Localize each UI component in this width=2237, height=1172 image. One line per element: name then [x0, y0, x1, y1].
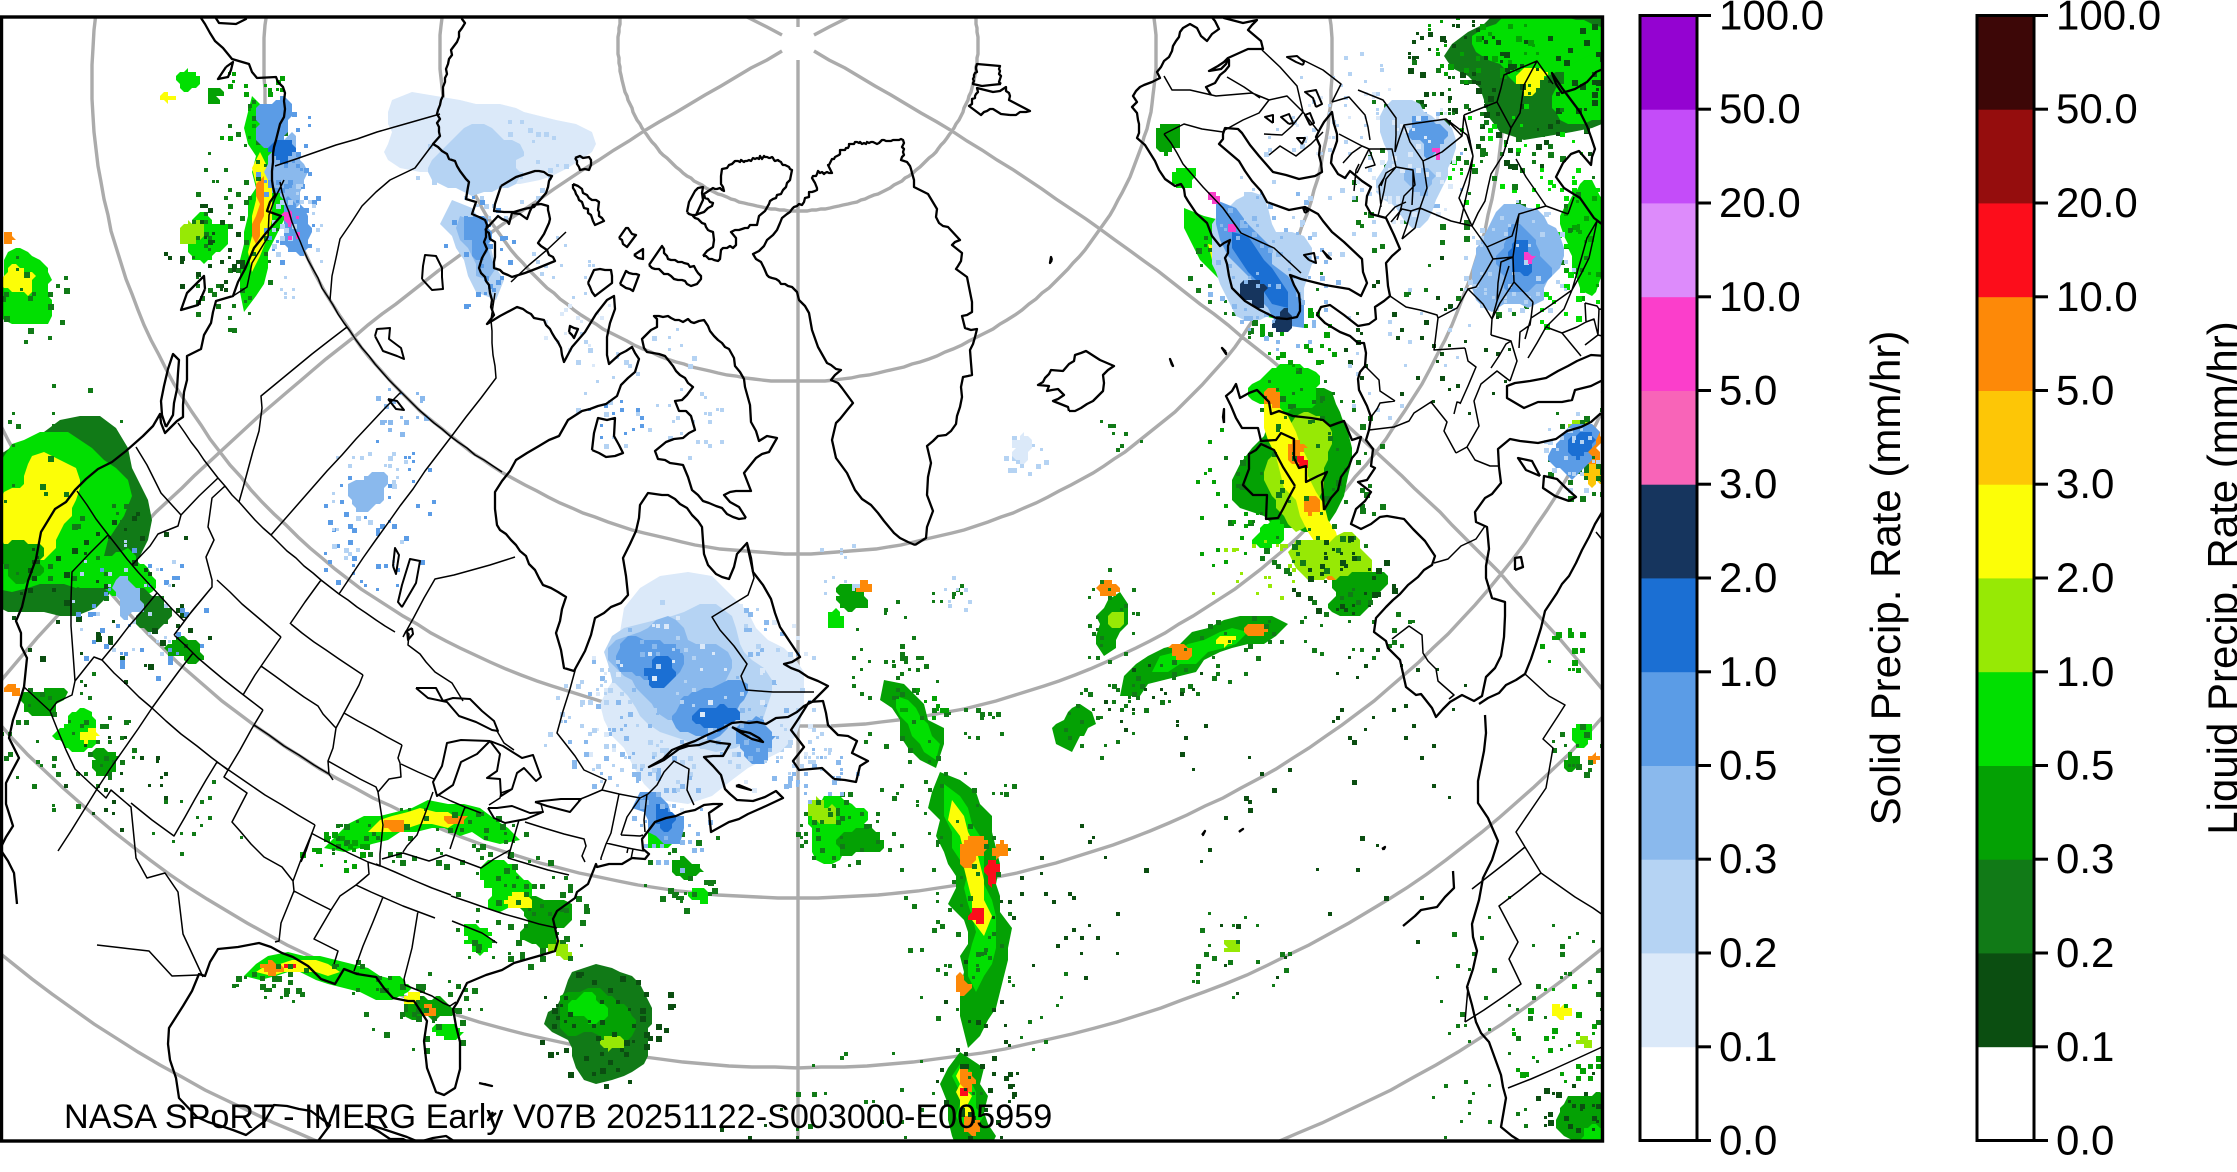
svg-text:50.0: 50.0 — [1719, 85, 1801, 132]
svg-text:0.3: 0.3 — [1719, 835, 1777, 882]
svg-text:0.0: 0.0 — [2056, 1117, 2114, 1164]
svg-text:5.0: 5.0 — [1719, 367, 1777, 414]
svg-text:0.2: 0.2 — [2056, 929, 2114, 976]
svg-text:NASA SPoRT - IMERG Early V07B: NASA SPoRT - IMERG Early V07B 20251122-S… — [64, 1098, 1052, 1136]
svg-text:0.0: 0.0 — [1719, 1117, 1777, 1164]
svg-text:0.1: 0.1 — [2056, 1023, 2114, 1070]
svg-text:5.0: 5.0 — [2056, 367, 2114, 414]
svg-text:0.2: 0.2 — [1719, 929, 1777, 976]
svg-text:Liquid Precip. Rate (mm/hr): Liquid Precip. Rate (mm/hr) — [2199, 321, 2237, 835]
svg-text:1.0: 1.0 — [1719, 648, 1777, 695]
svg-text:0.5: 0.5 — [1719, 742, 1777, 789]
svg-text:3.0: 3.0 — [2056, 460, 2114, 507]
svg-text:0.1: 0.1 — [1719, 1023, 1777, 1070]
svg-text:20.0: 20.0 — [2056, 179, 2138, 226]
svg-text:10.0: 10.0 — [1719, 273, 1801, 320]
svg-text:100.0: 100.0 — [2056, 0, 2161, 39]
svg-text:3.0: 3.0 — [1719, 460, 1777, 507]
svg-text:0.5: 0.5 — [2056, 742, 2114, 789]
svg-text:10.0: 10.0 — [2056, 273, 2138, 320]
svg-text:100.0: 100.0 — [1719, 0, 1824, 39]
svg-text:Solid Precip. Rate (mm/hr): Solid Precip. Rate (mm/hr) — [1862, 331, 1909, 826]
svg-text:2.0: 2.0 — [2056, 554, 2114, 601]
svg-text:0.3: 0.3 — [2056, 835, 2114, 882]
svg-text:1.0: 1.0 — [2056, 648, 2114, 695]
svg-text:20.0: 20.0 — [1719, 179, 1801, 226]
svg-text:2.0: 2.0 — [1719, 554, 1777, 601]
svg-text:50.0: 50.0 — [2056, 85, 2138, 132]
